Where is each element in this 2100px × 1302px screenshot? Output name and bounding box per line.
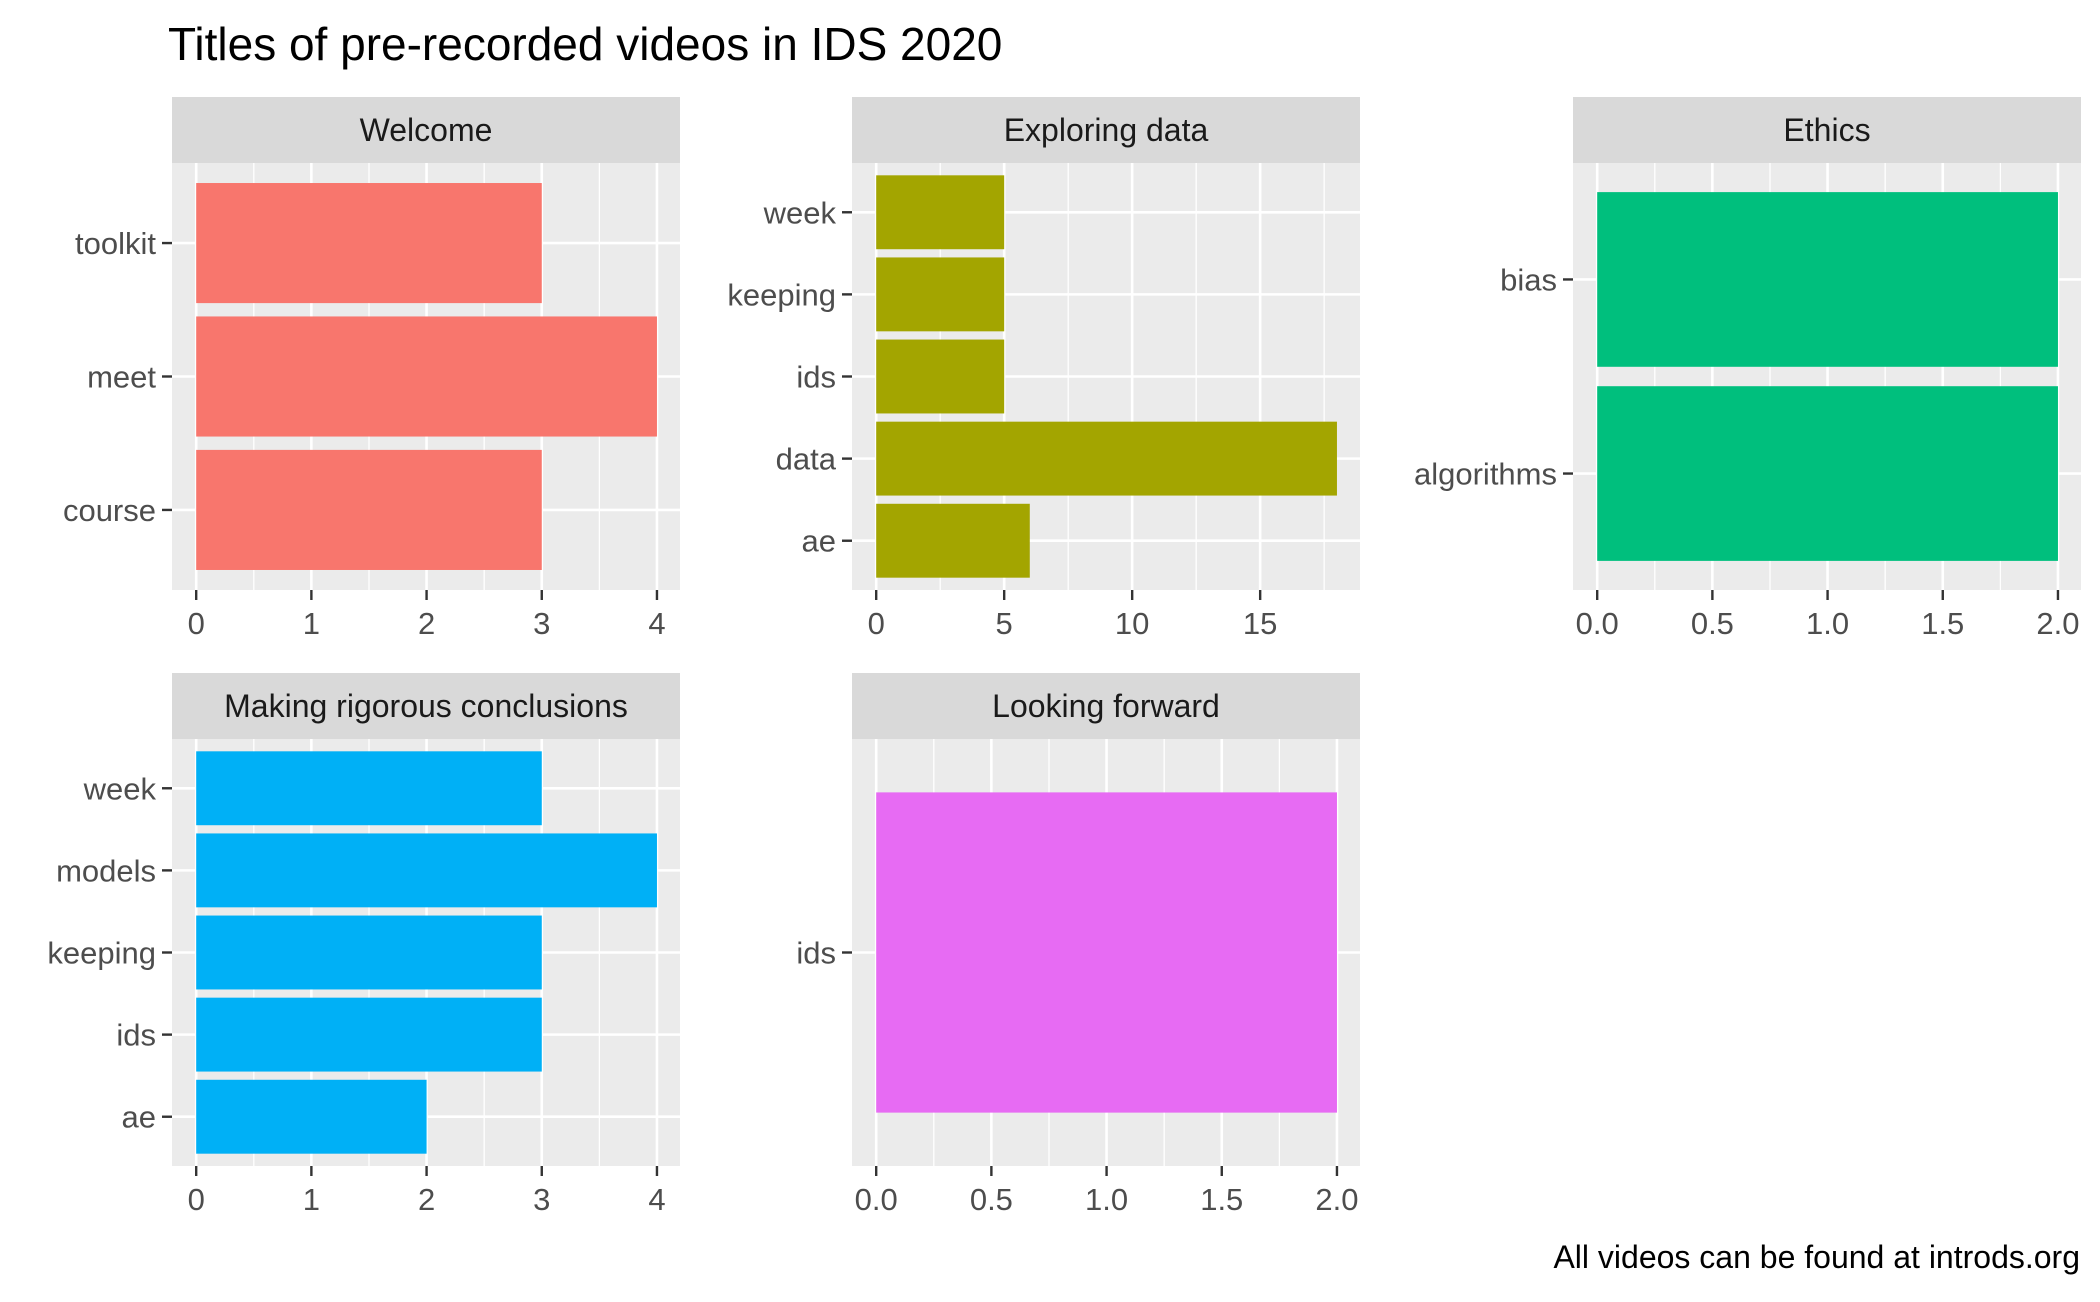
- bar: [1597, 386, 2058, 561]
- x-tick-label: 2.0: [1315, 1182, 1358, 1217]
- y-tick-label: models: [56, 853, 156, 888]
- bar: [196, 833, 657, 908]
- facet-strip-label: Welcome: [360, 112, 493, 148]
- bar: [196, 915, 542, 990]
- facet-strip: [852, 97, 1360, 163]
- facet-panel: Looking forward ids 0.0 0.5 1.0 1.5 2.0: [796, 673, 1360, 1217]
- bar: [876, 503, 1030, 578]
- x-tick-label: 0.5: [970, 1182, 1013, 1217]
- x-tick-label: 2: [418, 1182, 435, 1217]
- bar: [196, 1079, 427, 1154]
- x-tick-label: 4: [648, 1182, 665, 1217]
- facet-strip-label: Making rigorous conclusions: [224, 688, 628, 724]
- y-tick-label: ids: [116, 1018, 156, 1053]
- facet-strip: [172, 97, 680, 163]
- bar: [876, 175, 1005, 250]
- y-tick-label: data: [776, 442, 837, 477]
- x-tick-label: 4: [648, 606, 665, 641]
- x-tick-label: 1.0: [1806, 606, 1849, 641]
- y-tick-label: ae: [122, 1100, 156, 1135]
- facet-panels: Welcome toolkit meet course 0 1 2 3 4 Exploring d…: [47, 97, 2081, 1217]
- x-tick-label: 3: [533, 606, 550, 641]
- bar: [196, 449, 542, 570]
- bar: [876, 339, 1005, 414]
- y-tick-label: meet: [87, 360, 156, 395]
- facet-strip: [1573, 97, 2081, 163]
- facet-strip: [852, 673, 1360, 739]
- y-tick-label: week: [763, 195, 837, 230]
- y-tick-label: ids: [796, 936, 836, 971]
- x-tick-label: 10: [1115, 606, 1149, 641]
- x-tick-label: 2.0: [2036, 606, 2079, 641]
- y-tick-label: keeping: [47, 936, 156, 971]
- x-tick-label: 0: [188, 1182, 205, 1217]
- facet-strip-label: Ethics: [1783, 112, 1870, 148]
- x-tick-label: 2: [418, 606, 435, 641]
- y-tick-label: ids: [796, 360, 836, 395]
- chart-caption: All videos can be found at introds.org: [1553, 1239, 2080, 1275]
- bar: [876, 792, 1337, 1113]
- facet-panel: Making rigorous conclusions week models kee…: [47, 673, 680, 1217]
- chart-title: Titles of pre-recorded videos in IDS 202…: [168, 18, 1002, 70]
- x-tick-label: 15: [1243, 606, 1277, 641]
- facet-strip-label: Exploring data: [1004, 112, 1209, 148]
- bar: [196, 183, 542, 304]
- bar: [876, 421, 1337, 496]
- x-tick-label: 0.0: [1576, 606, 1619, 641]
- x-tick-label: 3: [533, 1182, 550, 1217]
- y-tick-label: course: [63, 493, 156, 528]
- y-tick-label: bias: [1500, 262, 1557, 297]
- y-tick-label: week: [83, 771, 157, 806]
- y-tick-label: toolkit: [75, 226, 156, 261]
- x-tick-label: 0.5: [1691, 606, 1734, 641]
- x-tick-label: 1: [303, 1182, 320, 1217]
- x-tick-label: 0: [868, 606, 885, 641]
- bar: [196, 751, 542, 826]
- x-tick-label: 5: [996, 606, 1013, 641]
- bar: [1597, 192, 2058, 367]
- y-tick-label: algorithms: [1414, 457, 1557, 492]
- x-tick-label: 1.5: [1921, 606, 1964, 641]
- facet-panel: Exploring data week keeping ids data ae 0 5 10 15: [727, 97, 1360, 641]
- y-tick-label: keeping: [727, 277, 836, 312]
- x-tick-label: 1.0: [1085, 1182, 1128, 1217]
- facet-panel: Welcome toolkit meet course 0 1 2 3 4: [63, 97, 680, 641]
- bar: [196, 316, 657, 437]
- facet-strip-label: Looking forward: [992, 688, 1220, 724]
- x-tick-label: 1.5: [1200, 1182, 1243, 1217]
- bar: [196, 997, 542, 1072]
- facet-panel: Ethics bias algorithms 0.0 0.5 1.0 1.5 2.0: [1414, 97, 2081, 641]
- x-tick-label: 1: [303, 606, 320, 641]
- x-tick-label: 0.0: [855, 1182, 898, 1217]
- bar: [876, 257, 1005, 332]
- y-tick-label: ae: [802, 524, 836, 559]
- facet-strip: [172, 673, 680, 739]
- x-tick-label: 0: [188, 606, 205, 641]
